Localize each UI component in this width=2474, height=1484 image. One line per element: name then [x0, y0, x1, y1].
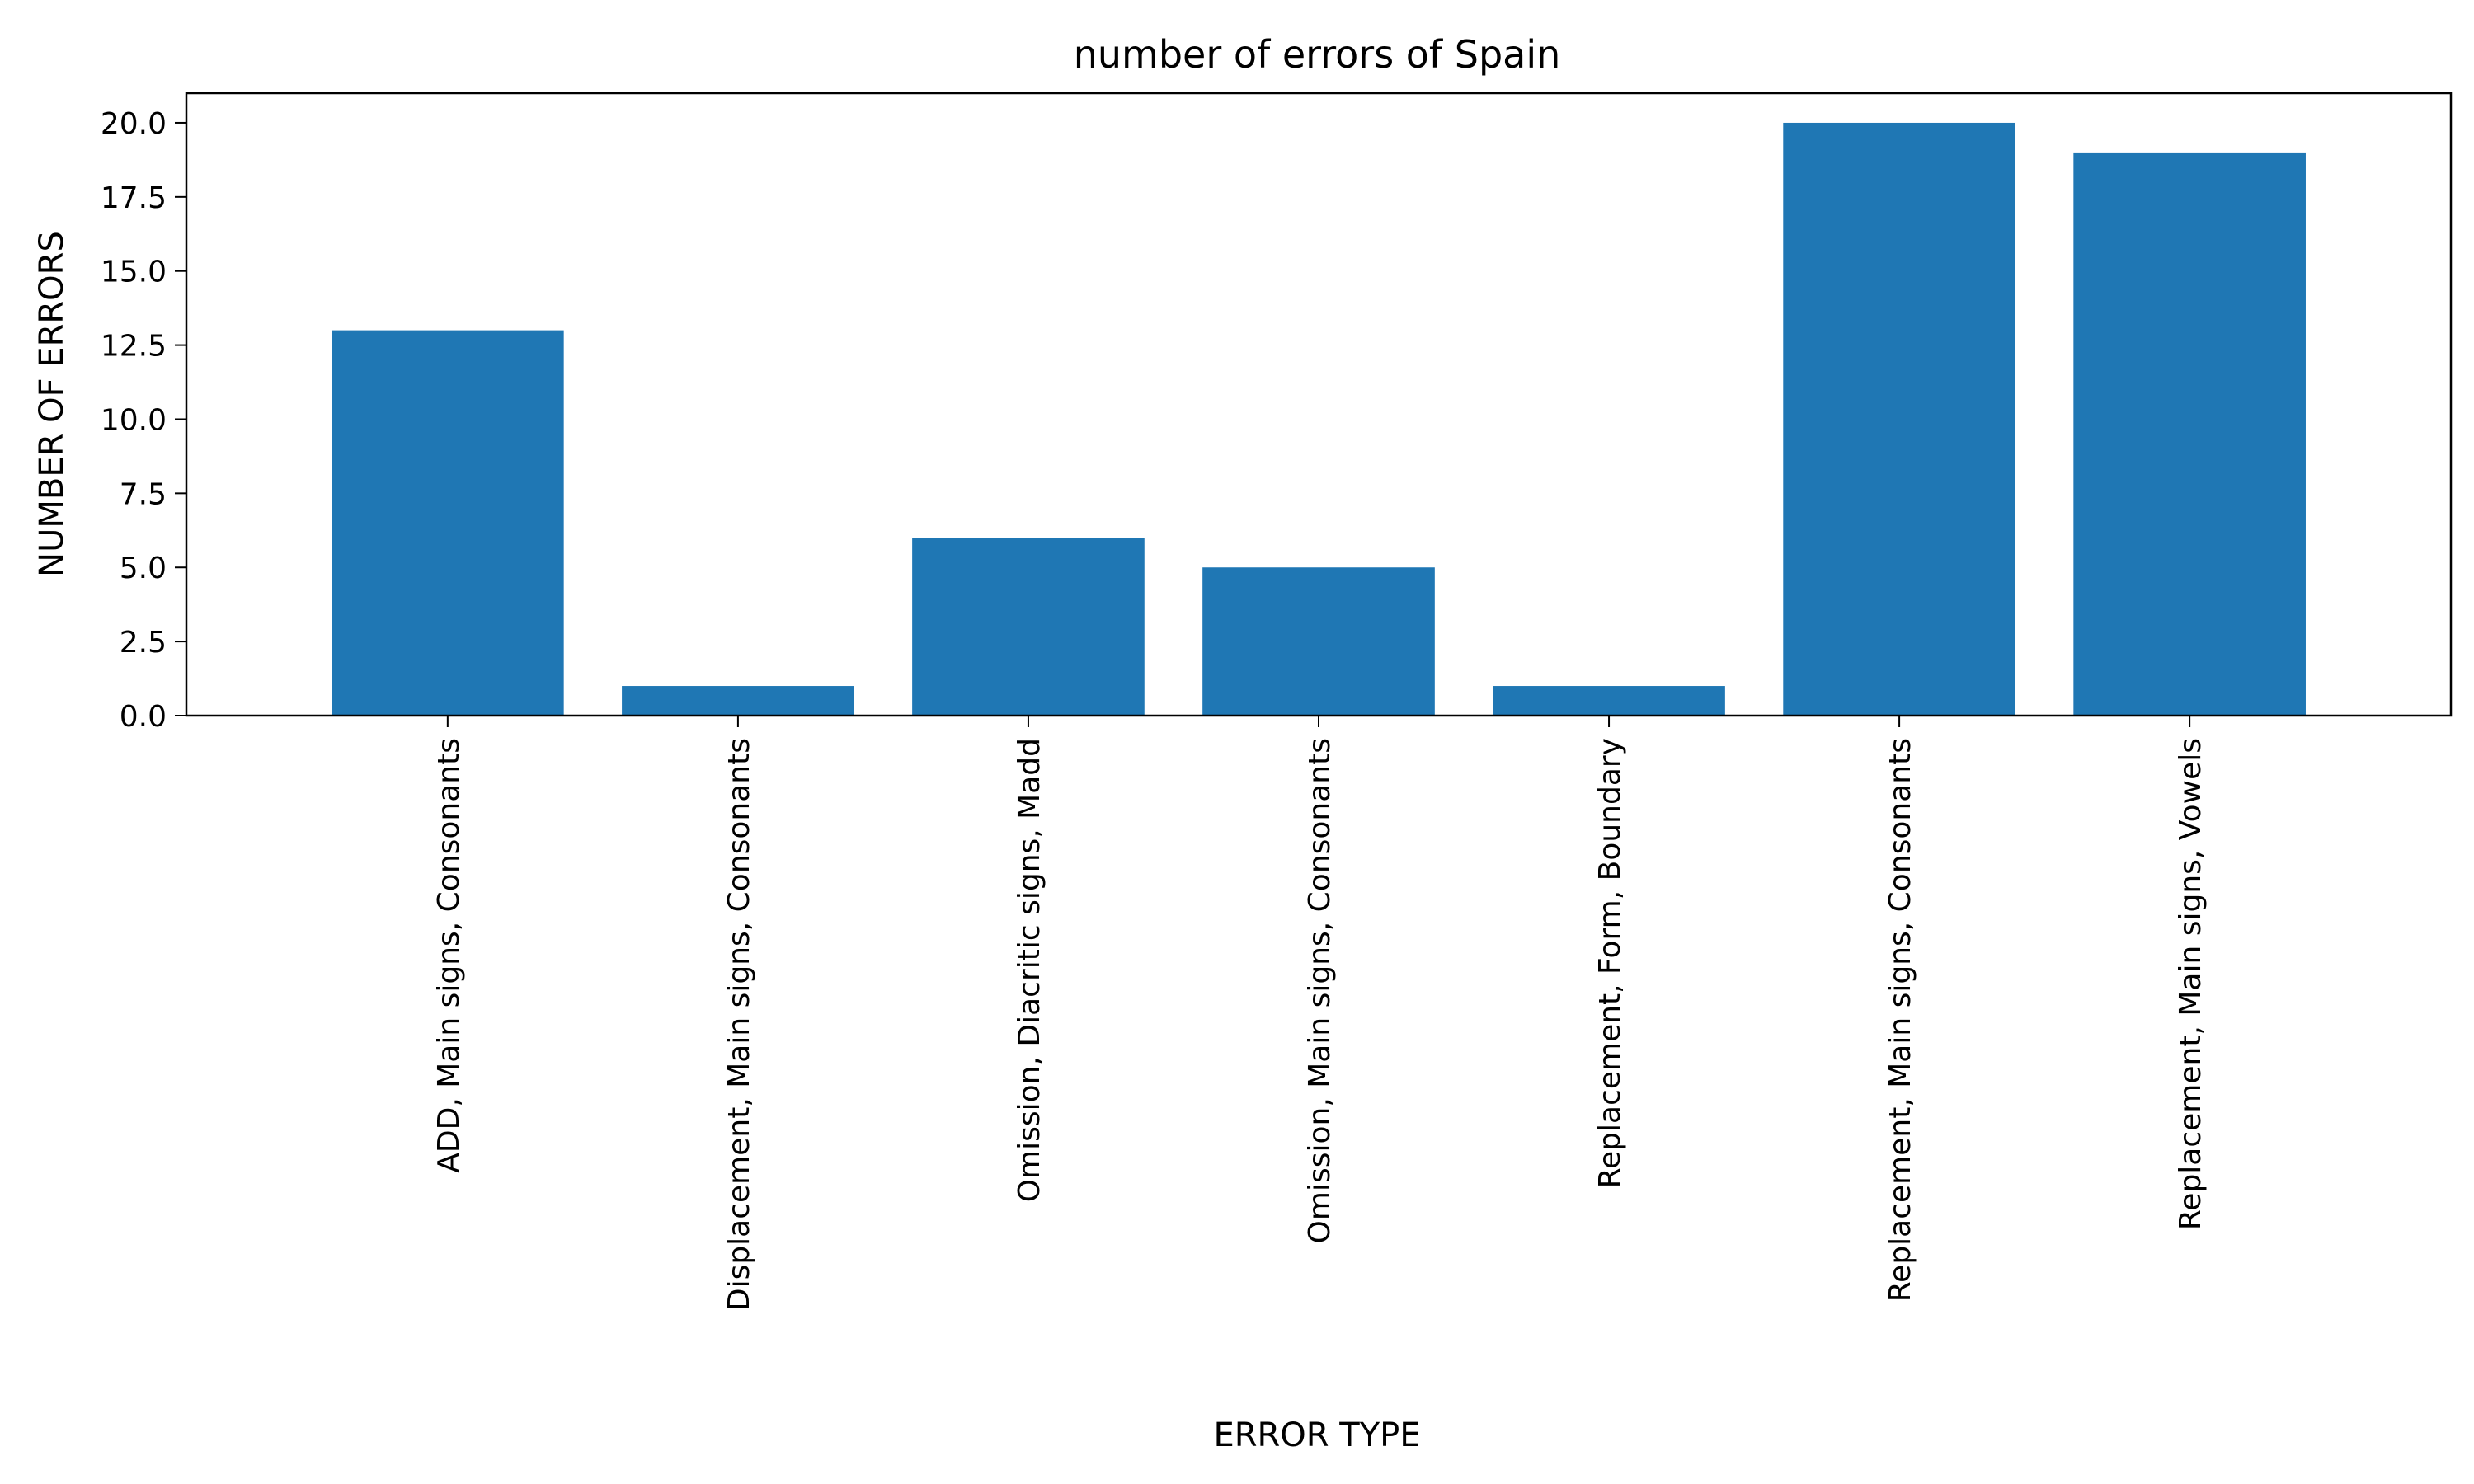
- x-tick-label: Displacement, Main signs, Consonants: [722, 738, 756, 1311]
- y-axis: 0.0 2.5 5.0 7.5 10.0 12.5 15.0 17.5 20.0: [101, 107, 186, 734]
- y-tick-label: 12.5: [101, 330, 167, 364]
- x-tick-label: Omission, Main signs, Consonants: [1303, 738, 1337, 1243]
- bar-1: [332, 330, 564, 716]
- bar-3: [912, 538, 1145, 716]
- x-tick-label: ADD, Main signs, Consonants: [432, 738, 466, 1173]
- y-tick-label: 10.0: [101, 403, 167, 437]
- bar-7: [2073, 152, 2306, 716]
- bar-6: [1783, 122, 2015, 716]
- plot-area-frame: [185, 92, 2453, 717]
- y-tick-label: 0.0: [120, 700, 167, 734]
- bar-5: [1493, 686, 1725, 716]
- y-tick-label: 2.5: [120, 626, 167, 660]
- bar-4: [1202, 567, 1435, 716]
- y-axis-label: NUMBER OF ERRORS: [33, 231, 71, 577]
- bar-2: [622, 686, 854, 716]
- x-axis-label: ERROR TYPE: [1213, 1416, 1420, 1454]
- y-tick-label: 5.0: [120, 552, 167, 585]
- x-tick-label: Replacement, Main signs, Consonants: [1884, 738, 1917, 1302]
- chart-title: number of errors of Spain: [1074, 32, 1561, 77]
- x-tick-label: Replacement, Main signs, Vowels: [2174, 738, 2208, 1230]
- y-tick-label: 7.5: [120, 477, 167, 511]
- x-axis: ADD, Main signs, Consonants Displacement,…: [432, 716, 2208, 1311]
- y-tick-label: 20.0: [101, 107, 167, 141]
- y-tick-label: 15.0: [101, 256, 167, 289]
- x-tick-label: Omission, Diacritic signs, Madd: [1013, 738, 1047, 1202]
- x-tick-label: Replacement, Form, Boundary: [1593, 738, 1627, 1188]
- bars-group: [332, 122, 2306, 716]
- y-tick-label: 17.5: [101, 181, 167, 215]
